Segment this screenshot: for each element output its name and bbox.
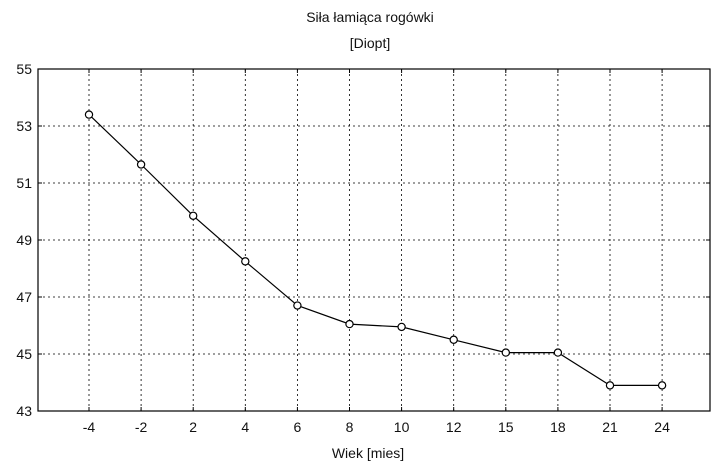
x-axis: -4 -2 2 4 6 8 10 12 15 18 21 24: [83, 69, 670, 435]
x-tick-label: 6: [294, 419, 302, 435]
x-tick-label: -2: [135, 419, 148, 435]
chart-subtitle: [Diopt]: [350, 35, 390, 51]
data-point: [657, 381, 667, 390]
x-tick-label: -4: [83, 419, 96, 435]
y-axis: 43 45 47 49 51 53 55: [16, 61, 710, 419]
data-point: [188, 211, 198, 220]
y-tick-label: 51: [16, 175, 32, 191]
data-point: [293, 301, 302, 310]
data-point: [553, 348, 563, 357]
y-tick-label: 45: [16, 346, 32, 362]
x-tick-label: 21: [602, 419, 618, 435]
data-point: [397, 322, 406, 332]
y-tick-label: 47: [16, 289, 32, 305]
y-tick-label: 49: [16, 232, 32, 248]
data-point: [501, 348, 510, 357]
x-tick-label: 4: [241, 419, 249, 435]
series-line: [88, 114, 663, 386]
chart-title: Siła łamiąca rogówki: [306, 9, 434, 25]
data-point: [241, 257, 250, 266]
data-point: [605, 381, 615, 390]
data-point: [345, 319, 354, 329]
y-tick-label: 53: [16, 118, 32, 134]
x-tick-label: 24: [654, 419, 670, 435]
series: [84, 110, 667, 390]
y-tick-label: 55: [16, 61, 32, 77]
x-tick-label: 12: [446, 419, 462, 435]
x-tick-label: 2: [189, 419, 197, 435]
x-tick-label: 15: [498, 419, 514, 435]
x-axis-label: Wiek [mies]: [332, 445, 404, 461]
data-point: [136, 160, 146, 169]
grid: [38, 69, 710, 411]
x-tick-label: 10: [394, 419, 410, 435]
x-tick-label: 18: [550, 419, 566, 435]
y-tick-label: 43: [16, 403, 32, 419]
data-point: [449, 335, 458, 344]
x-tick-label: 8: [346, 419, 354, 435]
data-point: [84, 110, 94, 119]
